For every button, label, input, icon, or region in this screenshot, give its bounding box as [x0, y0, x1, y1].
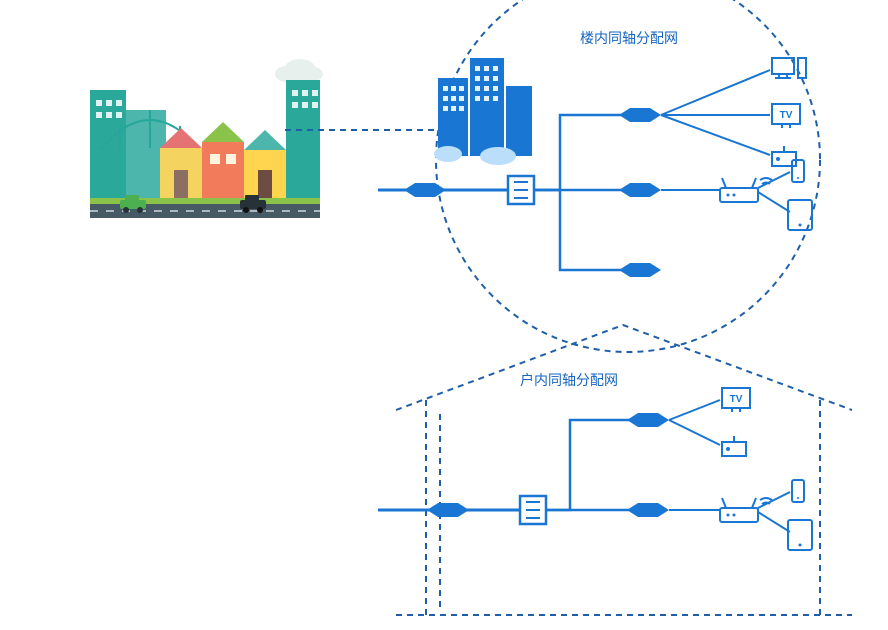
network-diagram: TV: [0, 0, 888, 630]
splitter-icon: [627, 413, 669, 427]
building-network-label: 楼内同轴分配网: [580, 28, 678, 48]
splitter-icon: [619, 108, 661, 122]
tablet-icon: [788, 520, 812, 550]
building-network-boundary: [436, 0, 820, 352]
tv-icon: TV: [722, 388, 750, 412]
home-network: TV: [378, 325, 852, 615]
phone-icon: [792, 160, 804, 182]
set-top-box-icon: [722, 436, 746, 456]
house-icon: [160, 128, 202, 200]
cloud-icon: [275, 59, 323, 82]
splitter-icon: [427, 503, 469, 517]
splitter-icon: [619, 183, 661, 197]
wifi-router-icon: [720, 498, 772, 522]
wifi-router-icon: [720, 178, 772, 202]
house-icon: [202, 122, 244, 200]
city-illustration: [90, 59, 323, 218]
office-building-icon: [434, 58, 532, 165]
svg-text:TV: TV: [730, 394, 743, 405]
amplifier-icon: [520, 496, 546, 524]
splitter-icon: [619, 263, 661, 277]
house-icon: [244, 130, 286, 200]
phone-icon: [792, 480, 804, 502]
amplifier-icon: [508, 176, 534, 204]
house-outline: [396, 325, 852, 615]
home-network-label: 户内同轴分配网: [520, 370, 618, 390]
splitter-icon: [627, 503, 669, 517]
building-network: TV: [378, 0, 820, 352]
tv-icon: TV: [772, 104, 800, 128]
pc-icon: [772, 58, 806, 78]
splitter-icon: [404, 183, 446, 197]
svg-text:TV: TV: [780, 110, 793, 121]
